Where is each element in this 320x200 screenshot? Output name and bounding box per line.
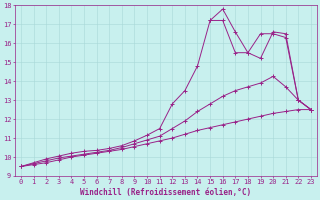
X-axis label: Windchill (Refroidissement éolien,°C): Windchill (Refroidissement éolien,°C) (80, 188, 252, 197)
